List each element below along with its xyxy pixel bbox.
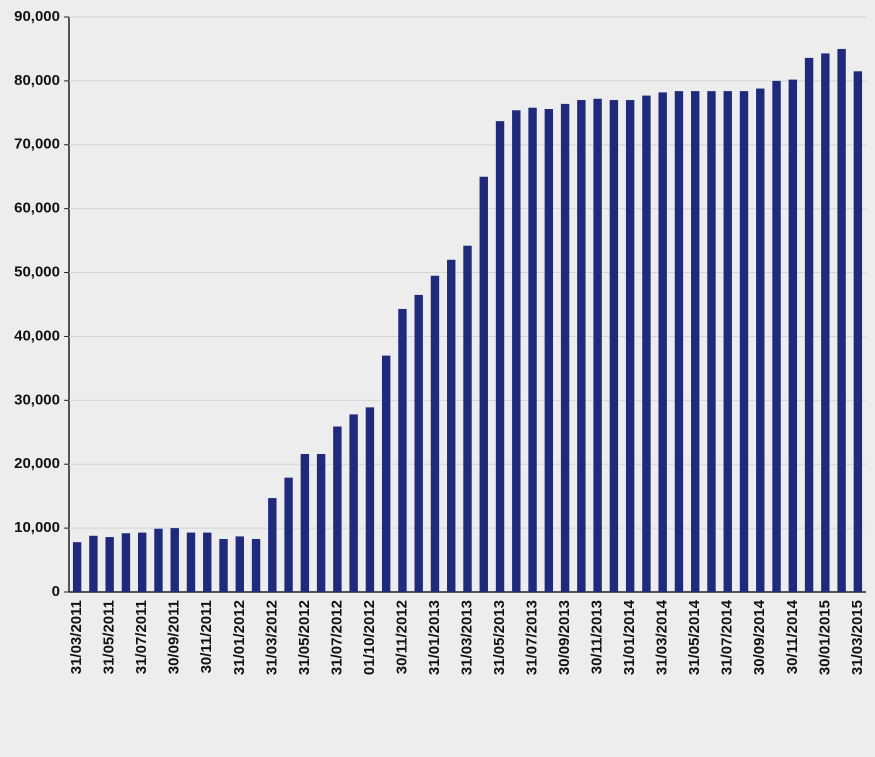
bar	[804, 57, 814, 592]
x-tick-label: 31/05/2011	[101, 600, 118, 674]
bar	[72, 542, 82, 592]
bar	[300, 454, 310, 592]
bar	[707, 91, 716, 592]
bar	[203, 532, 212, 592]
bar	[235, 536, 244, 592]
x-tick-label: 30/11/2012	[393, 600, 410, 674]
x-tick-label: 31/05/2013	[491, 600, 508, 675]
y-tick-label: 0	[52, 583, 60, 600]
x-tick-label: 31/07/2012	[328, 600, 345, 675]
bar	[398, 308, 407, 592]
bar	[756, 88, 765, 593]
y-tick-label: 90,000	[14, 8, 60, 25]
x-tick-label: 31/01/2013	[426, 600, 443, 675]
bar	[788, 79, 798, 593]
bar	[251, 538, 261, 592]
x-tick-label: 31/07/2013	[524, 600, 541, 675]
bar	[121, 533, 131, 592]
y-tick-label: 10,000	[14, 519, 60, 536]
x-tick-label: 30/11/2014	[784, 599, 801, 674]
bar	[349, 414, 358, 592]
x-tick-label: 30/09/2013	[556, 600, 573, 675]
bar	[186, 532, 196, 592]
bar	[593, 98, 602, 593]
bar	[691, 91, 700, 592]
x-tick-label: 31/03/2014	[654, 599, 671, 675]
x-tick-label: 31/03/2015	[849, 600, 866, 675]
x-tick-label: 31/01/2012	[231, 600, 248, 675]
bar	[89, 535, 98, 592]
bar	[219, 538, 228, 592]
bar	[316, 454, 326, 592]
y-tick-label: 50,000	[14, 264, 60, 281]
x-tick-label: 31/03/2012	[263, 600, 280, 675]
x-tick-label: 30/09/2011	[166, 600, 183, 674]
bar	[821, 53, 830, 592]
bar	[544, 109, 554, 592]
x-tick-label: 31/05/2014	[686, 599, 703, 675]
bar	[463, 245, 472, 592]
y-tick-label: 60,000	[14, 200, 60, 217]
y-tick-label: 40,000	[14, 327, 60, 344]
bar	[658, 92, 667, 592]
bar	[170, 528, 179, 592]
x-tick-label: 31/07/2011	[133, 600, 150, 674]
bar	[284, 477, 293, 592]
x-tick-label: 30/01/2015	[816, 600, 833, 675]
bar	[414, 294, 423, 592]
bar	[772, 80, 781, 592]
bar	[381, 355, 391, 592]
bar	[512, 110, 521, 593]
x-tick-label: 31/03/2011	[68, 600, 85, 674]
y-tick-label: 20,000	[14, 455, 60, 472]
x-tick-label: 31/01/2014	[621, 599, 638, 675]
bar	[837, 48, 846, 592]
bar	[609, 100, 619, 593]
x-tick-label: 30/11/2011	[198, 600, 215, 673]
bar	[528, 107, 537, 592]
bar	[577, 100, 586, 593]
y-tick-label: 70,000	[14, 136, 60, 153]
bar	[560, 103, 570, 592]
x-tick-label: 30/11/2013	[589, 600, 606, 674]
bar	[495, 121, 505, 592]
x-tick-label: 31/07/2014	[719, 599, 736, 675]
bar	[430, 275, 440, 592]
y-tick-label: 30,000	[14, 391, 60, 408]
bar	[642, 95, 651, 592]
bar	[723, 91, 732, 592]
bar	[154, 528, 163, 592]
bar	[853, 71, 863, 593]
bar	[365, 407, 375, 592]
x-tick-label: 01/10/2012	[361, 600, 378, 675]
bar	[479, 176, 488, 592]
x-tick-label: 31/05/2012	[296, 600, 313, 675]
bar	[137, 532, 147, 592]
bar	[447, 259, 456, 592]
bar	[674, 91, 684, 592]
bar	[105, 537, 114, 592]
bar	[333, 426, 342, 592]
y-tick-label: 80,000	[14, 72, 60, 89]
bar	[625, 100, 635, 593]
x-tick-label: 30/09/2014	[751, 599, 768, 675]
bar	[739, 91, 749, 592]
x-tick-label: 31/03/2013	[458, 600, 475, 675]
bar	[268, 498, 277, 592]
